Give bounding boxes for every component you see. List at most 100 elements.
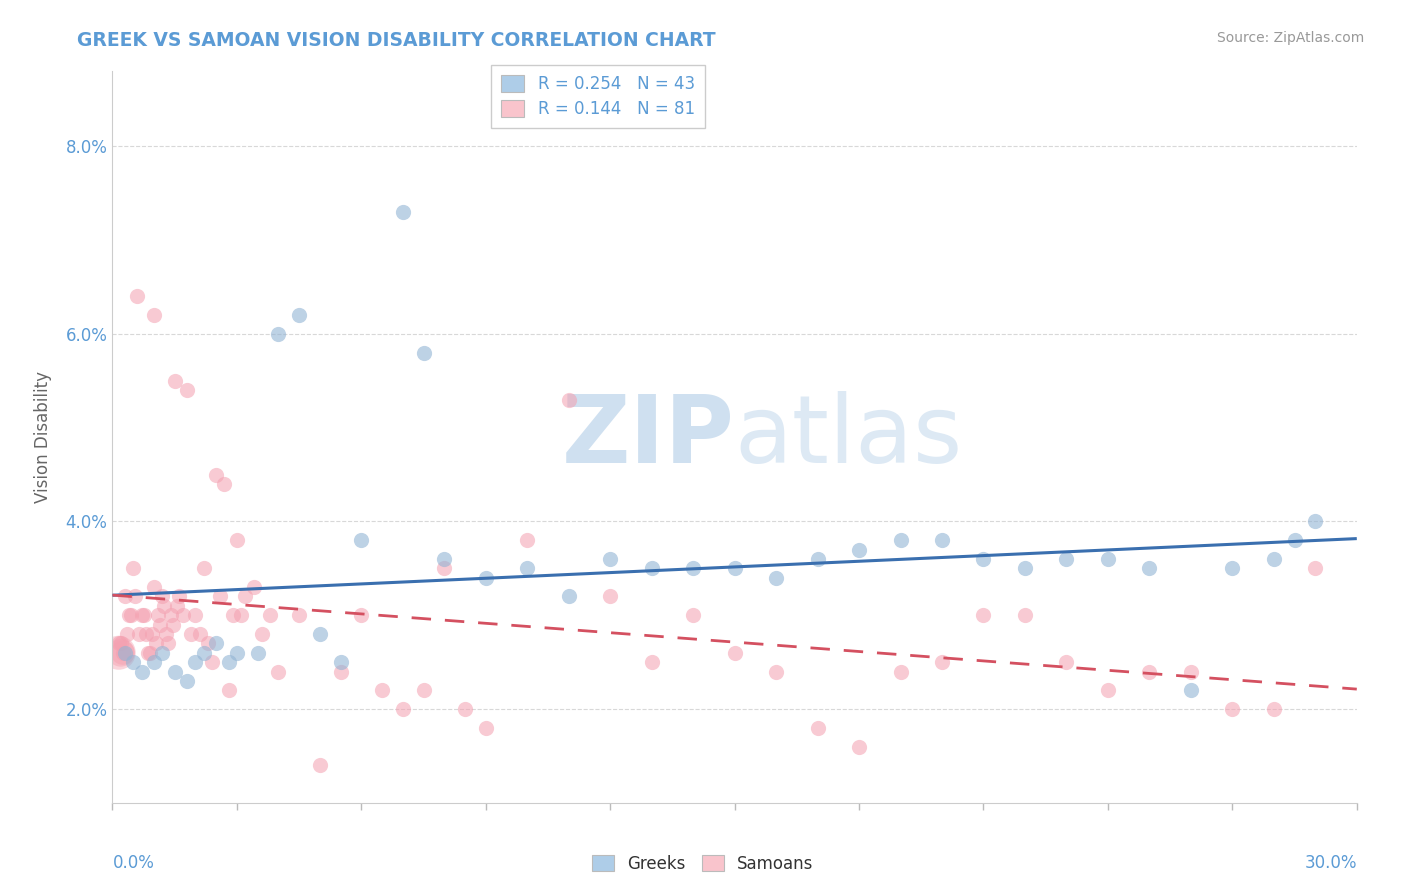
Legend: R = 0.254   N = 43, R = 0.144   N = 81: R = 0.254 N = 43, R = 0.144 N = 81: [491, 65, 704, 128]
Point: [391, 702, 415, 716]
Point: [193, 646, 215, 660]
Point: [433, 552, 456, 566]
Point: [557, 392, 581, 407]
Text: 30.0%: 30.0%: [1305, 854, 1357, 872]
Text: ZIP: ZIP: [562, 391, 734, 483]
Point: [1305, 561, 1327, 575]
Point: [516, 561, 538, 575]
Point: [371, 683, 394, 698]
Point: [454, 702, 477, 716]
Point: [391, 205, 415, 219]
Point: [145, 636, 167, 650]
Point: [225, 533, 249, 548]
Point: [1014, 561, 1036, 575]
Point: [259, 608, 281, 623]
Point: [122, 561, 145, 575]
Point: [180, 627, 202, 641]
Point: [149, 617, 172, 632]
Point: [807, 721, 830, 735]
Legend: Greeks, Samoans: Greeks, Samoans: [586, 848, 820, 880]
Point: [110, 636, 132, 650]
Point: [136, 646, 159, 660]
Point: [599, 590, 621, 604]
Point: [1054, 655, 1077, 669]
Point: [214, 477, 236, 491]
Point: [122, 655, 145, 669]
Point: [139, 646, 162, 660]
Point: [288, 608, 311, 623]
Y-axis label: Vision Disability: Vision Disability: [34, 371, 52, 503]
Point: [176, 673, 198, 688]
Point: [765, 665, 787, 679]
Point: [131, 665, 153, 679]
Point: [640, 561, 664, 575]
Point: [159, 608, 181, 623]
Point: [193, 561, 215, 575]
Point: [474, 571, 498, 585]
Point: [150, 590, 173, 604]
Point: [1139, 561, 1161, 575]
Point: [176, 383, 198, 397]
Point: [931, 533, 953, 548]
Point: [329, 655, 352, 669]
Point: [350, 608, 373, 623]
Point: [765, 571, 787, 585]
Point: [162, 617, 184, 632]
Point: [640, 655, 664, 669]
Point: [350, 533, 373, 548]
Point: [973, 608, 995, 623]
Point: [107, 646, 129, 660]
Point: [197, 636, 219, 650]
Point: [143, 308, 166, 322]
Point: [218, 683, 240, 698]
Point: [848, 542, 870, 557]
Point: [723, 646, 745, 660]
Point: [433, 561, 456, 575]
Point: [1180, 683, 1202, 698]
Point: [143, 655, 166, 669]
Point: [205, 636, 228, 650]
Point: [288, 308, 311, 322]
Point: [184, 655, 207, 669]
Point: [250, 627, 273, 641]
Text: 0.0%: 0.0%: [112, 854, 155, 872]
Point: [131, 608, 153, 623]
Point: [1097, 683, 1119, 698]
Point: [723, 561, 745, 575]
Point: [807, 552, 830, 566]
Point: [132, 608, 155, 623]
Point: [329, 665, 352, 679]
Point: [474, 721, 498, 735]
Point: [242, 580, 264, 594]
Point: [115, 627, 138, 641]
Point: [114, 590, 136, 604]
Point: [118, 608, 141, 623]
Point: [557, 590, 581, 604]
Point: [1180, 665, 1202, 679]
Text: GREEK VS SAMOAN VISION DISABILITY CORRELATION CHART: GREEK VS SAMOAN VISION DISABILITY CORREL…: [77, 31, 716, 50]
Point: [1284, 533, 1306, 548]
Point: [167, 590, 190, 604]
Point: [188, 627, 211, 641]
Point: [124, 590, 146, 604]
Point: [218, 655, 240, 669]
Point: [412, 683, 434, 698]
Point: [163, 374, 186, 388]
Point: [1305, 515, 1327, 529]
Point: [153, 599, 176, 613]
Point: [150, 646, 173, 660]
Point: [128, 627, 150, 641]
Point: [120, 608, 142, 623]
Point: [135, 627, 157, 641]
Point: [890, 665, 912, 679]
Point: [267, 326, 290, 341]
Point: [205, 467, 228, 482]
Point: [246, 646, 269, 660]
Point: [233, 590, 256, 604]
Point: [222, 608, 245, 623]
Point: [412, 345, 434, 359]
Point: [111, 646, 134, 660]
Point: [163, 665, 186, 679]
Point: [1263, 702, 1285, 716]
Text: atlas: atlas: [734, 391, 963, 483]
